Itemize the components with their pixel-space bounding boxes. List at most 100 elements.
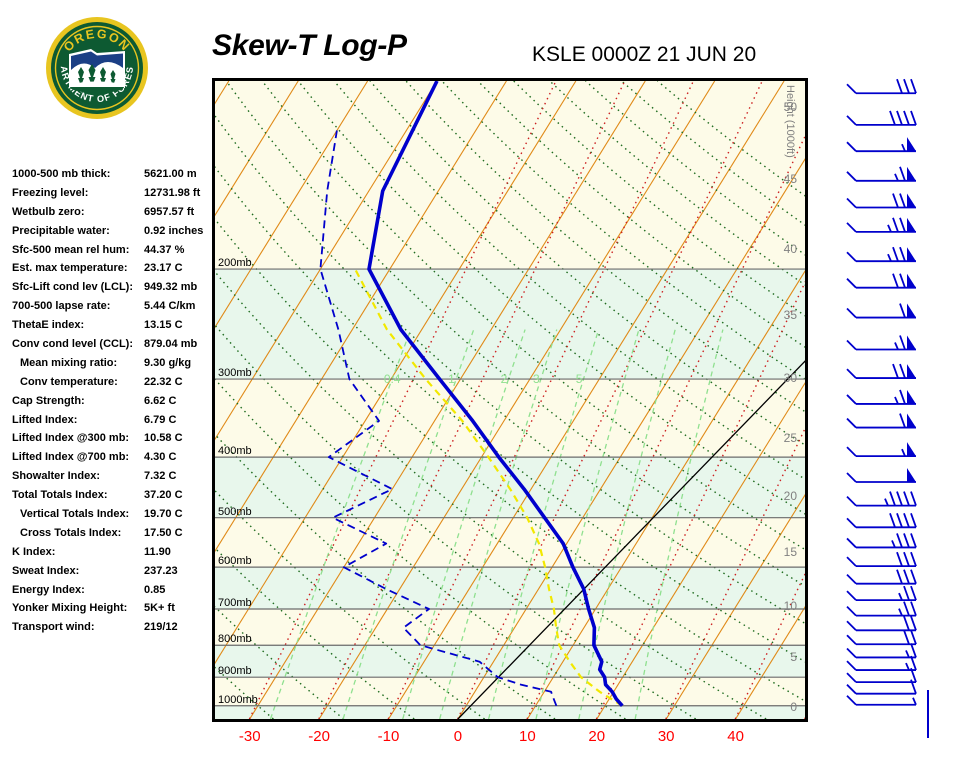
parameter-value: 19.70 C bbox=[144, 508, 183, 521]
parameter-row: Sweat Index: 237.23 bbox=[12, 562, 208, 581]
parameter-row: Mean mixing ratio: 9.30 g/kg bbox=[12, 354, 208, 373]
temperature-tick-label: 30 bbox=[657, 728, 675, 745]
temperature-axis: -30 -20 -10 0 10 20 30 40 bbox=[212, 728, 808, 752]
parameter-value: 219/12 bbox=[144, 621, 178, 634]
temperature-tick-label: 40 bbox=[727, 728, 744, 745]
parameter-row: Total Totals Index: 37.20 C bbox=[12, 486, 208, 505]
parameter-value: 6.79 C bbox=[144, 413, 177, 426]
wind-barb bbox=[846, 629, 917, 646]
parameter-label: Cap Strength: bbox=[12, 394, 85, 407]
wind-barb bbox=[846, 78, 917, 95]
parameter-value: 7.32 C bbox=[144, 470, 177, 483]
wind-barb bbox=[846, 601, 917, 617]
parameter-value: 10.58 C bbox=[144, 432, 183, 445]
wind-barb bbox=[846, 303, 916, 319]
height-axis-title: Height (1000ft) bbox=[784, 85, 796, 158]
mixing-ratio-lines bbox=[269, 329, 724, 719]
parameter-label: Yonker Mixing Height: bbox=[12, 602, 128, 615]
pressure-tick-label: 800mb bbox=[218, 633, 252, 646]
skewt-chart[interactable]: 200mb 300mb 400mb 500mb 600mb 700mb 800mb 900mb… bbox=[212, 78, 808, 722]
parameter-label: 700-500 lapse rate: bbox=[12, 300, 111, 313]
wind-barb bbox=[846, 551, 917, 568]
parameter-label: 1000-500 mb thick: bbox=[12, 168, 111, 180]
parameter-row: Sfc-Lift cond lev (LCL): 949.32 mb bbox=[12, 278, 208, 297]
parameter-row: Est. max temperature: 23.17 C bbox=[12, 259, 208, 278]
height-tick-label: 35 bbox=[783, 307, 797, 322]
temperature-tick-label: 0 bbox=[453, 728, 463, 745]
temperature-trace bbox=[367, 81, 624, 707]
pressure-tick-label: 500mb bbox=[218, 505, 252, 518]
height-tick-label: 45 bbox=[783, 172, 797, 187]
parameter-row: Vertical Totals Index: 19.70 C bbox=[12, 505, 208, 524]
parameter-row: Transport wind: 219/12 bbox=[12, 618, 208, 637]
parameter-value: 44.37 % bbox=[144, 243, 185, 256]
parameter-value: 11.90 bbox=[144, 545, 171, 558]
height-tick-label: 50 bbox=[783, 99, 797, 114]
pressure-tick-label: 600mb bbox=[218, 555, 252, 568]
parameter-value: 37.20 C bbox=[144, 489, 183, 502]
wind-barb bbox=[846, 533, 917, 549]
wind-barb bbox=[846, 246, 916, 263]
parameter-row: Wetbulb zero: 6957.57 ft bbox=[12, 203, 208, 222]
height-tick-label: 5 bbox=[790, 650, 797, 665]
wind-barbs bbox=[846, 78, 929, 738]
parameter-row: Lifted Index: 6.79 C bbox=[12, 411, 208, 430]
parameter-label: Freezing level: bbox=[12, 186, 89, 199]
temperature-tick-label: -30 bbox=[238, 728, 261, 745]
parameter-value: 12731.98 ft bbox=[144, 186, 201, 199]
parameter-label: Energy Index: bbox=[12, 583, 85, 596]
page-title: Skew-T Log-P bbox=[212, 29, 407, 62]
parameter-value: 6.62 C bbox=[144, 394, 177, 407]
wind-barb bbox=[846, 655, 917, 671]
wind-barb bbox=[846, 193, 916, 209]
parameter-row: Cap Strength: 6.62 C bbox=[12, 392, 208, 411]
wind-barb bbox=[846, 643, 917, 659]
height-tick-label: 40 bbox=[783, 241, 797, 256]
skewt-plot-area: 200mb 300mb 400mb 500mb 600mb 700mb 800mb 900mb… bbox=[215, 81, 805, 719]
isobar-lines bbox=[215, 268, 805, 707]
wind-barb-panel bbox=[812, 78, 960, 738]
parameter-value: 23.17 C bbox=[144, 262, 183, 275]
pressure-tick-label: 700mb bbox=[218, 596, 252, 609]
parameter-row: Cross Totals Index: 17.50 C bbox=[12, 524, 208, 543]
parameter-label: ThetaE index: bbox=[12, 319, 85, 332]
parameter-label: Lifted Index: bbox=[12, 413, 78, 426]
wind-barb bbox=[846, 273, 916, 289]
parameter-label: Conv temperature: bbox=[20, 375, 118, 388]
parameter-row: 1000-500 mb thick: 5621.00 m bbox=[12, 165, 208, 184]
wind-barb bbox=[846, 413, 916, 429]
parameter-value: 6957.57 ft bbox=[144, 205, 195, 218]
dewpoint-trace bbox=[319, 130, 558, 707]
station-datetime: KSLE 0000Z 21 JUN 20 bbox=[532, 43, 757, 66]
parameter-row: K Index: 11.90 bbox=[12, 543, 208, 562]
skewt-grid-and-traces bbox=[215, 81, 805, 719]
parameter-value: 5.44 C/km bbox=[144, 300, 196, 313]
pressure-tick-label: 900mb bbox=[218, 665, 252, 678]
parameter-label: Conv cond level (CCL): bbox=[12, 338, 134, 351]
parameter-label: Wetbulb zero: bbox=[12, 205, 85, 218]
wind-barb bbox=[846, 389, 916, 405]
parameter-row: Conv temperature: 22.32 C bbox=[12, 373, 208, 392]
wind-barb bbox=[846, 166, 916, 182]
parameter-label: Cross Totals Index: bbox=[20, 526, 122, 539]
parameter-value: 0.85 bbox=[144, 583, 166, 596]
mixing-ratio-label: 0.4 bbox=[383, 371, 401, 386]
parameter-label: Mean mixing ratio: bbox=[20, 356, 118, 369]
parameter-row: Sfc-500 mean rel hum: 44.37 % bbox=[12, 241, 208, 260]
parameter-row: Lifted Index @700 mb: 4.30 C bbox=[12, 448, 208, 467]
parcel-trace bbox=[354, 268, 623, 707]
parameter-label: Lifted Index @700 mb: bbox=[12, 451, 130, 464]
height-tick-label: 20 bbox=[783, 489, 797, 504]
parameter-row: Showalter Index: 7.32 C bbox=[12, 467, 208, 486]
parameter-value: 5K+ ft bbox=[144, 602, 175, 615]
height-tick-label: 25 bbox=[783, 431, 797, 446]
parameter-value: 237.23 bbox=[144, 564, 178, 577]
parameter-label: Sfc-500 mean rel hum: bbox=[12, 243, 130, 256]
pressure-tick-label: 200mb bbox=[218, 257, 252, 270]
pressure-tick-label: 400mb bbox=[218, 445, 252, 458]
height-tick-label: 15 bbox=[783, 545, 797, 560]
parameter-row: Yonker Mixing Height: 5K+ ft bbox=[12, 599, 208, 618]
wind-barb bbox=[846, 137, 916, 153]
parameter-row: ThetaE index: 13.15 C bbox=[12, 316, 208, 335]
mixing-ratio-label: 3 bbox=[533, 371, 540, 386]
